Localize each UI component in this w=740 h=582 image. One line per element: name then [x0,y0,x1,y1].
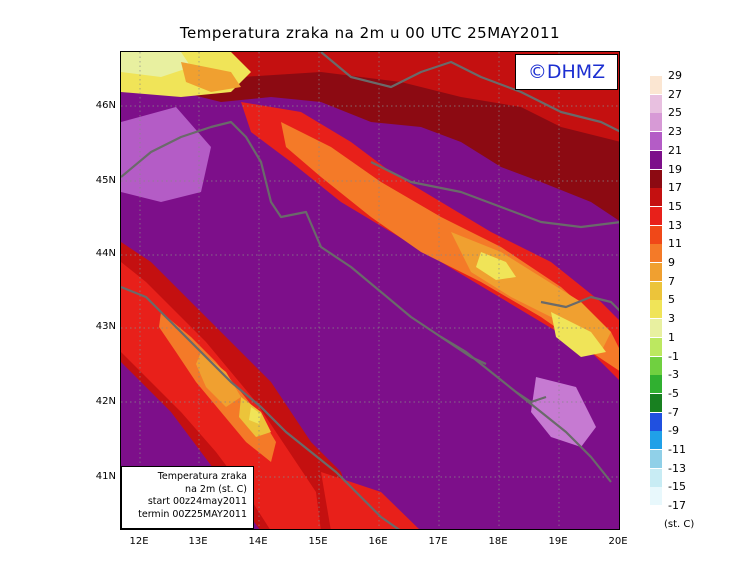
legend-label: -17 [668,499,686,513]
legend-swatch [650,487,662,506]
legend-label: 7 [668,274,675,288]
lat-tick-41n: 41N [95,471,116,482]
info-line-4: termin 00Z25MAY2011 [138,508,247,520]
legend-label: -11 [668,443,686,456]
legend-swatch [650,150,662,169]
legend-label: 1 [668,330,675,344]
legend-label: 13 [668,218,682,232]
legend-swatch [650,188,662,207]
legend-swatch [650,431,662,450]
info-line-2: na 2m (st. C) [185,483,247,495]
legend-swatch [650,468,662,487]
temperature-map [120,51,620,530]
legend-label: -15 [668,480,686,494]
legend-swatch [650,113,662,132]
legend-label: -7 [668,405,679,419]
legend-swatch [650,94,662,113]
lon-tick-12e: 12E [129,536,149,547]
legend-swatch [650,412,662,431]
lon-tick-17e: 17E [428,536,448,547]
legend-label: 27 [668,87,682,101]
legend-label: 21 [668,143,682,157]
legend-swatch [650,319,662,338]
legend-label: 15 [668,199,682,213]
legend-label: 25 [668,106,682,120]
lon-tick-19e: 19E [548,536,568,547]
lat-tick-43n: 43N [95,321,116,332]
map-title: Temperatura zraka na 2m u 00 UTC 25MAY20… [179,24,561,42]
lon-tick-20e: 20E [608,536,628,547]
legend-swatch [650,244,662,263]
info-box: Temperatura zraka na 2m (st. C) start 00… [121,466,254,529]
legend-swatch [650,450,662,468]
legend-label: -9 [668,424,679,438]
legend-label: -3 [668,368,679,382]
legend-swatch [650,76,662,94]
legend-label: 5 [668,293,675,307]
legend-swatch [650,337,662,356]
lat-tick-42n: 42N [95,396,116,407]
lon-tick-15e: 15E [308,536,328,547]
legend-swatch [650,356,662,375]
lon-tick-14e: 14E [248,536,268,547]
lon-tick-18e: 18E [488,536,508,547]
legend-swatch [650,300,662,319]
legend-swatch [650,169,662,188]
lat-tick-44n: 44N [95,248,116,259]
legend-label: -13 [668,461,686,475]
lat-tick-46n: 46N [95,100,116,111]
legend-swatch [650,263,662,281]
legend-swatch [650,375,662,394]
info-line-3: start 00z24may2011 [147,496,247,507]
legend-label: 3 [668,312,675,326]
lon-tick-16e: 16E [368,536,388,547]
legend-label: 23 [668,125,682,139]
legend-label: 29 [668,69,682,82]
legend-swatch [650,281,662,300]
lat-tick-45n: 45N [95,175,116,186]
legend-swatch [650,393,662,412]
legend-swatch [650,225,662,244]
legend-label: 19 [668,162,682,176]
legend-swatch [650,206,662,225]
legend-unit: (st. C) [664,519,695,530]
legend-label: 9 [668,256,675,269]
temperature-field [121,52,619,529]
legend-label: -5 [668,386,679,400]
legend-label: 17 [668,181,682,195]
copyright-logo: ©DHMZ [515,54,618,90]
legend-label: 11 [668,237,682,251]
legend-label: -1 [668,349,679,363]
lon-tick-13e: 13E [188,536,208,547]
legend-swatch [650,132,662,151]
info-line-1: Temperatura zraka [157,471,247,482]
